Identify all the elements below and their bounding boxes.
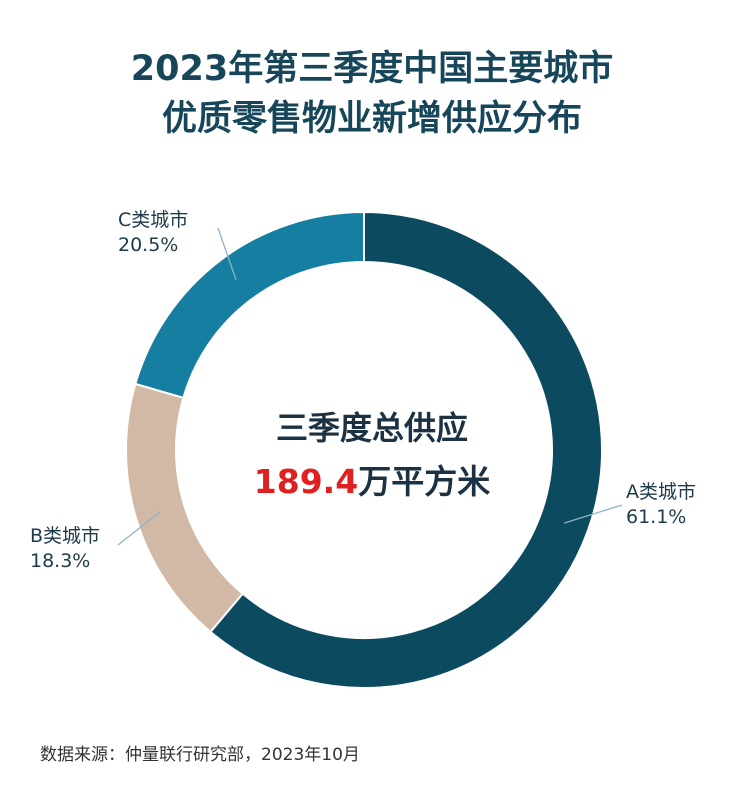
slice-label-a: A类城市 61.1% xyxy=(626,480,696,530)
slice-name-c: C类城市 xyxy=(118,209,189,231)
slice-label-b: B类城市 18.3% xyxy=(30,524,100,574)
donut-slice-a xyxy=(209,210,603,689)
center-title: 三季度总供应 xyxy=(275,409,468,447)
chart-title: 2023年第三季度中国主要城市 优质零售物业新增供应分布 xyxy=(0,44,744,144)
leader-line-c xyxy=(217,227,237,280)
chart-title-line-2: 优质零售物业新增供应分布 xyxy=(161,99,582,139)
donut-slice-c xyxy=(134,210,365,400)
slice-value-a: 61.1% xyxy=(626,506,687,528)
slice-name-b: B类城市 xyxy=(30,525,101,547)
slice-value-b: 18.3% xyxy=(30,550,91,572)
slice-name-a: A类城市 xyxy=(626,481,696,503)
leader-line-b xyxy=(117,511,161,546)
center-value-unit: 万平方米 xyxy=(358,462,491,501)
center-value: 189.4万平方米 xyxy=(0,455,744,503)
chart-title-line-1: 2023年第三季度中国主要城市 xyxy=(130,49,614,89)
leader-line-a xyxy=(563,504,623,524)
center-value-number: 189.4 xyxy=(253,462,359,501)
source-note: 数据来源：仲量联行研究部，2023年10月 xyxy=(40,745,360,765)
slice-value-c: 20.5% xyxy=(118,234,179,256)
slice-label-c: C类城市 20.5% xyxy=(118,208,188,258)
